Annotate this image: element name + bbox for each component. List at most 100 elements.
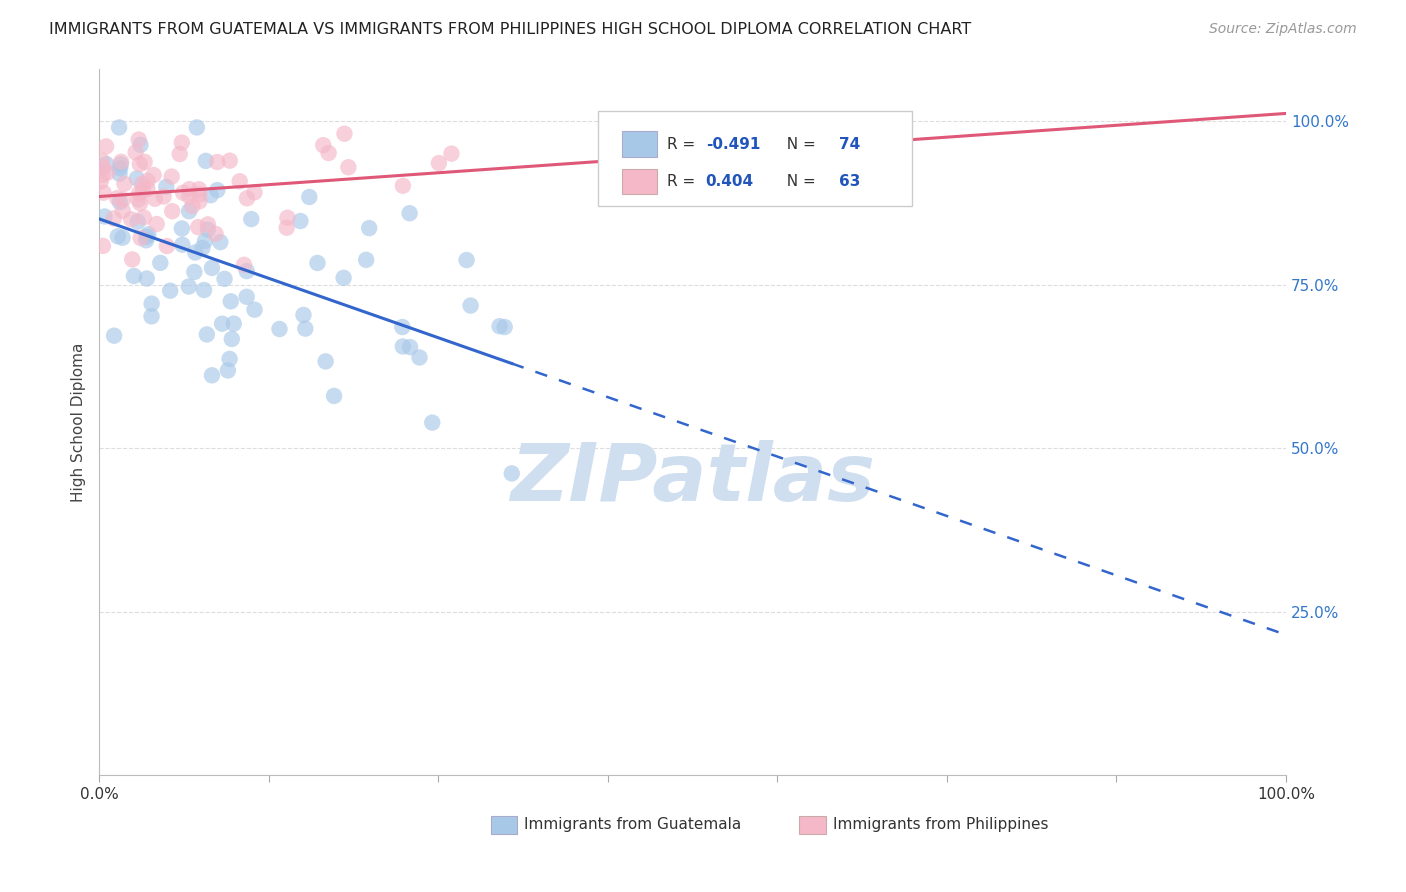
Point	[136, 174, 159, 188]
Point	[399, 340, 422, 354]
Point	[128, 132, 150, 146]
Text: 74: 74	[838, 136, 860, 152]
Point	[197, 218, 219, 232]
Point	[218, 153, 240, 168]
Point	[228, 174, 250, 188]
Point	[142, 168, 165, 182]
Point	[129, 196, 152, 211]
Point	[136, 227, 159, 242]
Point	[312, 138, 335, 153]
Point	[177, 204, 200, 219]
Point	[243, 302, 266, 317]
Point	[460, 299, 482, 313]
Point	[128, 157, 150, 171]
FancyBboxPatch shape	[621, 131, 657, 157]
Point	[111, 203, 134, 218]
Point	[108, 167, 131, 181]
Y-axis label: High School Diploma: High School Diploma	[72, 343, 86, 501]
Point	[128, 186, 150, 201]
Point	[194, 234, 217, 248]
Point	[105, 191, 128, 205]
Point	[193, 283, 215, 297]
Point	[103, 328, 125, 343]
Point	[292, 308, 315, 322]
Point	[129, 231, 152, 245]
Point	[201, 260, 224, 275]
Point	[209, 235, 232, 249]
Point	[107, 229, 129, 244]
Point	[359, 221, 381, 235]
Point	[187, 220, 209, 235]
Point	[145, 217, 167, 231]
Point	[111, 231, 134, 245]
Text: IMMIGRANTS FROM GUATEMALA VS IMMIGRANTS FROM PHILIPPINES HIGH SCHOOL DIPLOMA COR: IMMIGRANTS FROM GUATEMALA VS IMMIGRANTS …	[49, 22, 972, 37]
Point	[121, 252, 143, 267]
Point	[240, 212, 263, 227]
Point	[188, 182, 211, 196]
Point	[90, 175, 112, 189]
Point	[93, 210, 115, 224]
Point	[172, 186, 194, 200]
Point	[112, 193, 135, 207]
Point	[332, 270, 354, 285]
Point	[135, 271, 157, 285]
Text: Immigrants from Guatemala: Immigrants from Guatemala	[524, 817, 741, 832]
Text: 63: 63	[838, 174, 860, 189]
Point	[120, 212, 142, 227]
Point	[188, 194, 211, 209]
Point	[501, 467, 523, 481]
Text: N =: N =	[778, 174, 821, 189]
Point	[318, 146, 340, 161]
Point	[211, 317, 233, 331]
Point	[124, 145, 146, 160]
Point	[127, 193, 149, 207]
Point	[218, 351, 240, 366]
Point	[207, 155, 229, 169]
Point	[427, 156, 450, 170]
Point	[110, 157, 132, 171]
Point	[132, 183, 155, 197]
Point	[337, 160, 360, 174]
Point	[214, 272, 236, 286]
Point	[93, 186, 115, 200]
Point	[141, 310, 163, 324]
Point	[131, 177, 153, 191]
Point	[440, 146, 463, 161]
Point	[90, 153, 112, 168]
Point	[156, 239, 179, 253]
Point	[219, 294, 242, 309]
Point	[197, 222, 219, 236]
Point	[129, 137, 152, 152]
Point	[323, 389, 346, 403]
Point	[122, 268, 145, 283]
Point	[108, 195, 131, 210]
Point	[91, 239, 114, 253]
Point	[207, 183, 229, 197]
Point	[217, 363, 239, 377]
Point	[204, 227, 226, 241]
Point	[135, 233, 157, 247]
Point	[135, 229, 157, 244]
Point	[181, 199, 204, 213]
Point	[391, 320, 413, 334]
Point	[307, 256, 329, 270]
Point	[294, 321, 316, 335]
Point	[108, 161, 131, 176]
Point	[290, 214, 312, 228]
Point	[333, 127, 356, 141]
Point	[221, 332, 243, 346]
Point	[136, 182, 159, 196]
FancyBboxPatch shape	[598, 111, 912, 206]
Point	[179, 182, 201, 196]
Point	[141, 296, 163, 310]
Point	[269, 322, 291, 336]
Point	[160, 169, 183, 184]
Point	[177, 279, 200, 293]
Point	[236, 264, 259, 278]
Point	[276, 211, 298, 225]
Point	[236, 191, 259, 205]
Point	[159, 284, 181, 298]
Text: -0.491: -0.491	[706, 136, 761, 152]
Point	[315, 354, 337, 368]
Point	[191, 241, 214, 255]
